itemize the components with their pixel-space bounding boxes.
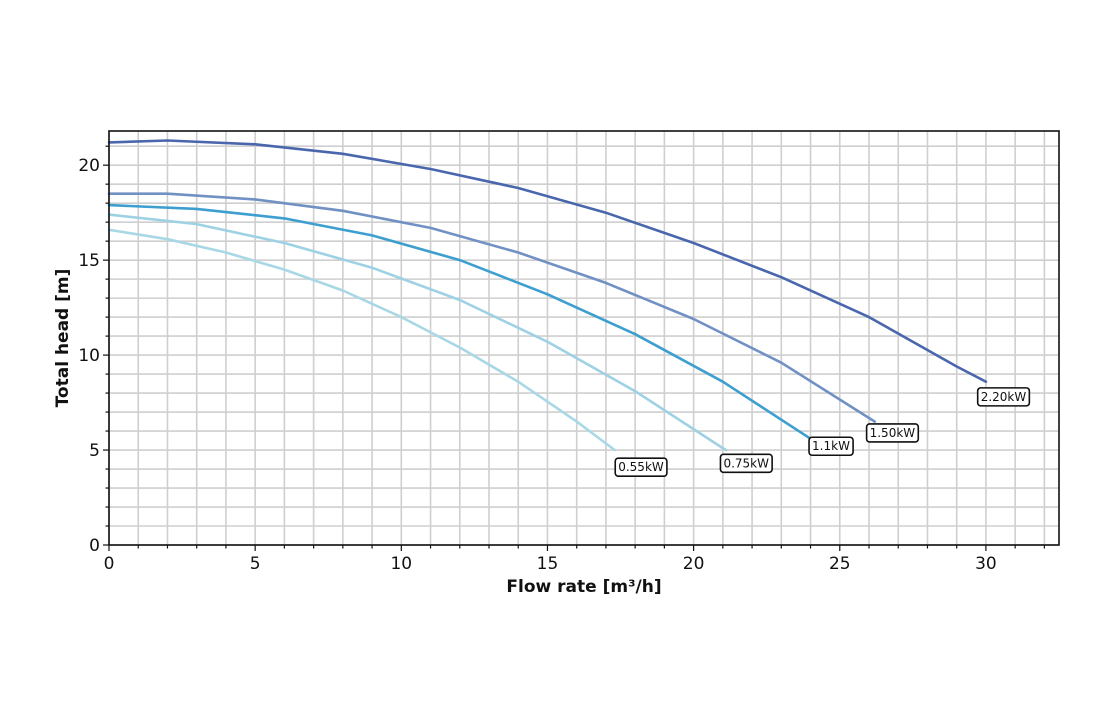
curve-label: 0.55kW [614,457,668,477]
x-tick-label: 25 [829,554,851,574]
x-tick-label: 0 [104,554,115,574]
curve-label-box [865,423,920,443]
x-tick-label: 20 [683,554,705,574]
curve-label-box [614,457,668,477]
y-axis-label: Total head [m] [53,269,73,408]
x-tick-label: 15 [537,554,559,574]
grid [108,131,1059,546]
series-line-1.1kW [107,203,812,440]
curve-label: 0.75kW [719,453,773,474]
curve-label-box [976,387,1031,407]
x-tick-label: 5 [250,554,261,574]
curve-label-text: 2.20kW [981,390,1027,404]
curve-label-box [719,453,773,474]
x-tick-label: 10 [390,554,412,574]
y-tick-label: 20 [78,156,100,176]
y-tick-label: 10 [78,346,100,366]
curve-label: 1.1kW [808,436,854,457]
plot-frame [108,130,1060,546]
series-line-0.75kW [107,213,728,452]
curve-label-box [808,436,854,457]
series-line-0.55kW [107,228,616,452]
series-group [107,139,988,452]
ticks: 0 5 10 15 20 25 30 0 5 10 15 20 [78,145,1045,574]
curve-label-text: 1.1kW [812,439,850,453]
curve-labels: 0.55kW 0.75kW 1.1kW 1.50kW 2.20kW [614,387,1031,477]
y-tick-label: 0 [89,536,100,556]
x-axis-label: Flow rate [m³/h] [506,577,661,597]
series-line-2.20kW [107,139,988,383]
x-tick-label: 30 [975,554,997,574]
curve-label: 2.20kW [976,387,1031,407]
curve-label-text: 1.50kW [870,426,916,440]
curve-label-text: 0.75kW [723,456,769,470]
y-tick-label: 5 [89,441,100,461]
y-tick-label: 15 [78,251,100,271]
curve-label: 1.50kW [865,423,920,443]
series-line-1.50kW [107,192,877,423]
curve-label-text: 0.55kW [618,460,664,474]
